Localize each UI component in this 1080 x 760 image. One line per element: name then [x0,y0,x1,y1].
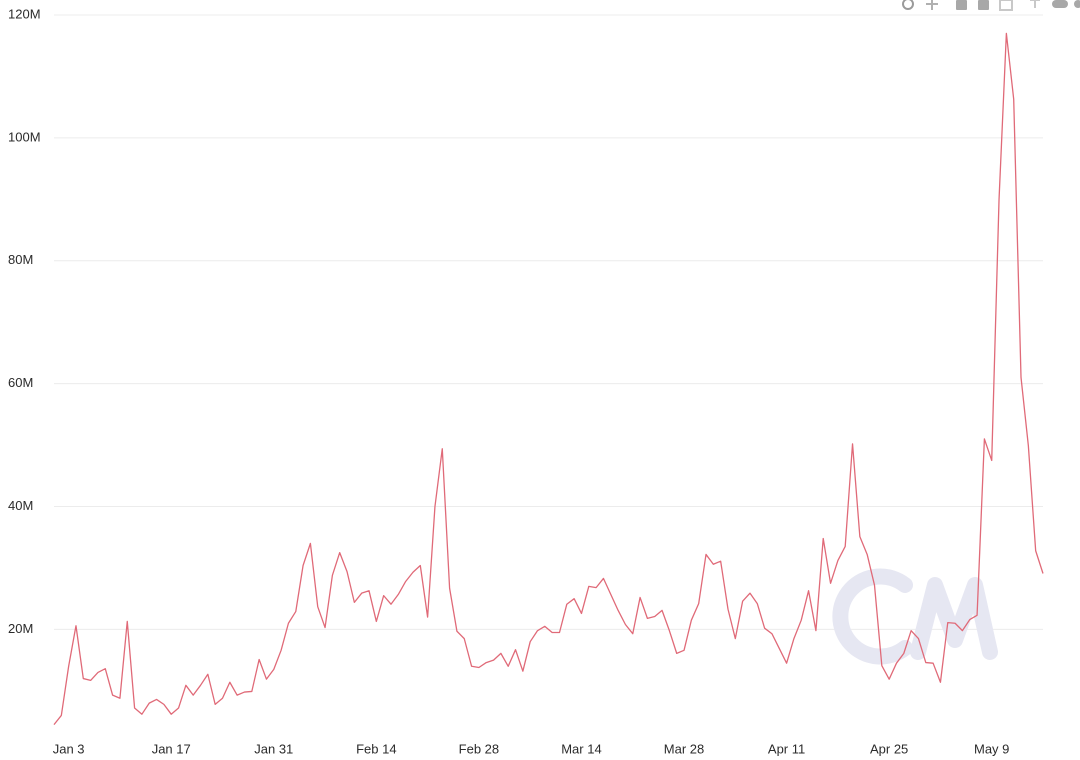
x-tick-label: Mar 14 [561,741,601,756]
x-tick-label: May 9 [974,741,1009,756]
menu-icon[interactable] [1074,0,1080,8]
x-tick-label: Jan 3 [53,741,85,756]
x-tick-label: Apr 11 [768,741,805,756]
x-tick-label: Jan 17 [152,741,191,756]
line [53,32,1044,726]
zoom-out-icon[interactable] [978,0,989,10]
compare-icon[interactable] [1052,0,1068,8]
zoom-icon[interactable] [902,0,914,10]
watermark [832,568,998,665]
y-tick-label: 60M [8,375,33,390]
y-tick-label: 80M [8,252,33,267]
zoom-in-icon[interactable] [956,0,967,10]
y-tick-label: 20M [8,621,33,636]
spike-icon[interactable] [1030,0,1040,8]
x-tick-label: Jan 31 [254,741,293,756]
x-tick-label: Feb 14 [356,741,396,756]
y-tick-label: 120M [8,6,41,21]
y-tick-label: 100M [8,129,41,144]
toolbar [902,0,1080,11]
x-tick-label: Mar 28 [664,741,704,756]
pan-icon[interactable] [926,0,938,10]
x-tick-label: Apr 25 [870,741,908,756]
reset-icon[interactable] [999,0,1013,11]
x-tick-label: Feb 28 [459,741,499,756]
y-tick-label: 40M [8,498,33,513]
